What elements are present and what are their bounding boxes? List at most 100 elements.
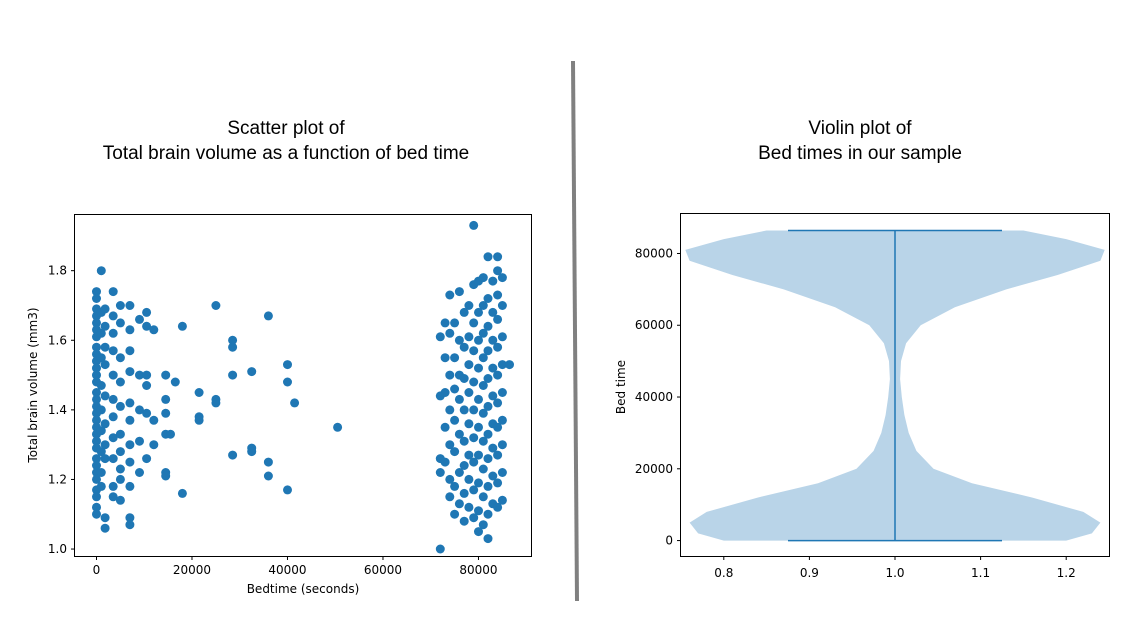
scatter-point (464, 360, 474, 370)
panel-divider (571, 60, 579, 602)
scatter-point (497, 388, 507, 397)
scatter-point (96, 426, 106, 436)
scatter-point (493, 398, 503, 408)
scatter-point (211, 301, 221, 310)
scatter-point (108, 433, 118, 443)
violin-lines (788, 229, 1002, 542)
scatter-point (211, 398, 221, 408)
scatter-y-axis-label: Total brain volume (mm3) (26, 307, 40, 463)
scatter-point (115, 495, 125, 505)
scatter-point (483, 429, 493, 439)
scatter-point (92, 502, 101, 512)
scatter-point (483, 454, 493, 464)
scatter-point (125, 457, 135, 467)
scatter-point (493, 290, 503, 300)
scatter-point (483, 534, 493, 544)
scatter-point (125, 513, 135, 523)
scatter-point (454, 394, 464, 404)
scatter-point (459, 436, 469, 446)
scatter-point (100, 360, 110, 370)
scatter-point (96, 481, 106, 491)
scatter-point (454, 429, 464, 439)
scatter-point (450, 318, 460, 328)
scatter-point (469, 346, 479, 356)
scatter-point (135, 436, 144, 446)
scatter-point (445, 328, 455, 338)
scatter-point (483, 401, 493, 411)
scatter-point (474, 394, 483, 404)
scatter-point (100, 513, 110, 523)
scatter-point (474, 478, 483, 488)
scatter-point (263, 457, 273, 467)
scatter-point (450, 384, 460, 394)
scatter-point (135, 405, 144, 415)
scatter-point (125, 398, 135, 408)
scatter-point (478, 464, 488, 474)
scatter-point (96, 468, 106, 477)
scatter-point (92, 388, 101, 397)
scatter-point (474, 450, 483, 460)
scatter-point (445, 474, 455, 484)
scatter-point (478, 273, 488, 283)
y-tick-label: 1.0 (48, 542, 67, 556)
scatter-point (142, 454, 152, 464)
scatter-point (464, 419, 474, 429)
scatter-point (469, 405, 479, 415)
scatter-point (115, 353, 125, 363)
scatter-point (135, 468, 144, 477)
scatter-point (450, 447, 460, 457)
scatter-point (149, 415, 159, 425)
scatter-point (263, 471, 273, 481)
y-tick-label: 1.8 (48, 264, 67, 278)
scatter-ticks: 0 20000 40000 60000 80000 1.0 1.2 1.4 1.6 1.8 (48, 264, 498, 577)
scatter-point (92, 509, 101, 519)
scatter-point (440, 457, 450, 467)
scatter-point (161, 370, 171, 380)
scatter-point (92, 287, 101, 297)
scatter-point (125, 301, 135, 310)
scatter-point (459, 342, 469, 352)
scatter-point (497, 468, 507, 477)
scatter-plot: 0 20000 40000 60000 80000 1.0 1.2 1.4 1.6 1.8 Bed… (26, 214, 532, 596)
scatter-point (92, 394, 101, 404)
x-tick-label: 40000 (268, 563, 306, 577)
scatter-point (483, 252, 493, 262)
scatter-point (142, 321, 152, 331)
scatter-point (469, 377, 479, 387)
scatter-point (263, 311, 273, 321)
scatter-point (92, 474, 101, 484)
scatter-point (488, 335, 498, 345)
scatter-point (125, 367, 135, 377)
scatter-point (435, 332, 445, 342)
scatter-point (478, 328, 488, 338)
scatter-point (142, 307, 152, 317)
scatter-point (115, 464, 125, 474)
scatter-point (161, 394, 171, 404)
scatter-point (161, 471, 171, 481)
scatter-point (92, 370, 101, 380)
scatter-point (445, 492, 455, 502)
scatter-point (92, 436, 101, 446)
scatter-point (469, 485, 479, 495)
scatter-point (115, 318, 125, 328)
scatter-point (474, 527, 483, 537)
y-tick-label: 20000 (635, 462, 673, 476)
scatter-point (92, 415, 101, 425)
scatter-point (142, 370, 152, 380)
scatter-point (96, 381, 106, 390)
scatter-point (464, 388, 474, 397)
scatter-point (100, 419, 110, 429)
scatter-point (100, 304, 110, 314)
scatter-point (493, 266, 503, 276)
violin-plot: 0.8 0.9 1.0 1.1 1.2 0 20000 40000 60000 80000 Bed… (614, 213, 1110, 580)
scatter-point (488, 276, 498, 286)
scatter-point (100, 523, 110, 533)
violin-title-line1: Violin plot of (808, 118, 912, 139)
scatter-point (497, 440, 507, 450)
scatter-point (247, 447, 257, 457)
scatter-point (464, 474, 474, 484)
scatter-point (96, 353, 106, 363)
scatter-point (493, 342, 503, 352)
scatter-point (459, 307, 469, 317)
scatter-point (450, 353, 460, 363)
